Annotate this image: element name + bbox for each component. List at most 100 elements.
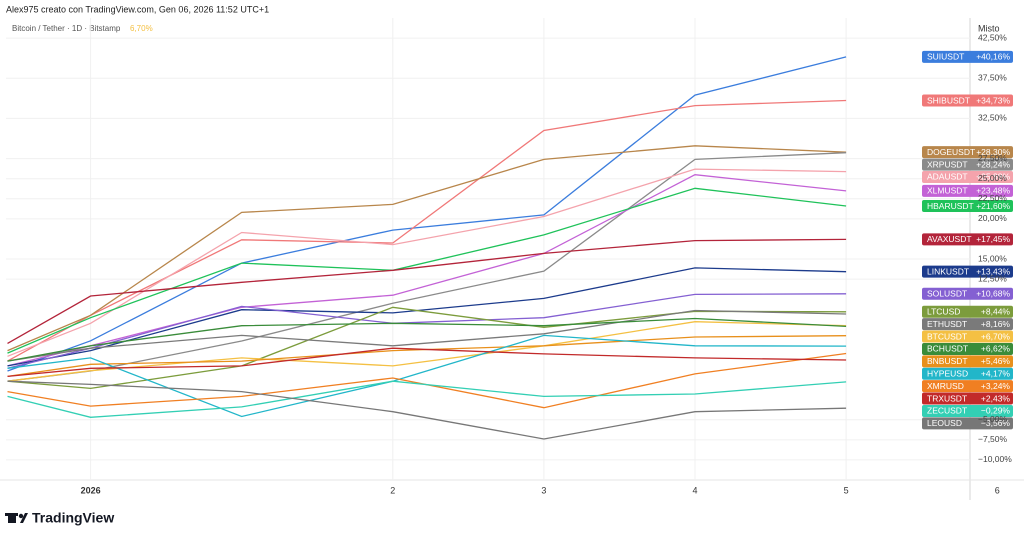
brand: TradingView — [32, 510, 114, 526]
badge — [922, 170, 1013, 183]
y-tick-label: 32,50% — [978, 113, 1007, 123]
series-line — [7, 321, 847, 382]
badge — [922, 200, 1013, 213]
series-line — [7, 317, 847, 362]
badge — [922, 233, 1013, 246]
x-tick-label: 2026 — [81, 485, 101, 495]
badge-name: SHIBUSDT — [927, 95, 970, 105]
series-line — [7, 309, 847, 362]
badge-value: +34,73% — [976, 95, 1010, 105]
badge — [922, 265, 1013, 278]
series-line — [7, 187, 847, 354]
logo — [5, 513, 28, 523]
y-tick-label: 20,00% — [978, 213, 1007, 223]
badge — [922, 158, 1013, 171]
badge-value: +8,44% — [981, 307, 1011, 317]
badge-name: HBARUSDT — [927, 201, 974, 211]
badge — [922, 417, 1013, 430]
badge-value: +23,48% — [976, 186, 1010, 196]
series-line — [7, 334, 847, 418]
series-line — [7, 267, 847, 367]
badge — [922, 342, 1013, 355]
badge-value: +25,88% — [976, 172, 1010, 182]
series-line — [7, 56, 847, 372]
badge — [922, 355, 1013, 368]
badge-value: +13,43% — [976, 266, 1010, 276]
y-tick-label: −5,00% — [978, 414, 1008, 424]
badge-value: +2,43% — [981, 393, 1011, 403]
badge-name: ETHUSDT — [927, 319, 967, 329]
badge-name: AVAXUSDT — [927, 234, 972, 244]
series-line — [7, 306, 847, 390]
y-tick-label: 42,50% — [978, 32, 1007, 42]
series-line — [7, 145, 847, 352]
series-line — [7, 293, 847, 369]
y-axis-label: Misto — [978, 23, 1000, 33]
y-tick-label: −10,00% — [978, 454, 1012, 464]
y-tick-label: 37,50% — [978, 73, 1007, 83]
badge-name: LTCUSD — [927, 307, 960, 317]
plot-area — [6, 18, 970, 480]
badge — [922, 380, 1013, 393]
badge — [922, 184, 1013, 197]
badge-name: LINKUSDT — [927, 266, 969, 276]
badge-name: BTCUSDT — [927, 331, 967, 341]
badge — [922, 94, 1013, 107]
series-line — [7, 380, 847, 418]
y-tick-label: 15,00% — [978, 253, 1007, 263]
badges: SUIUSDT +40,16% SHIBUSDT +34,73% DOGEUSDT +28… — [922, 50, 1013, 430]
badge-value: +40,16% — [976, 52, 1010, 62]
badge-name: XLMUSDT — [927, 186, 968, 196]
badge — [922, 330, 1013, 343]
badge-value: +28,24% — [976, 159, 1010, 169]
y-tick-label: −7,50% — [978, 434, 1008, 444]
y-tick-label: 25,00% — [978, 173, 1007, 183]
badge-name: DOGEUSDT — [927, 147, 975, 157]
badge — [922, 146, 1013, 159]
badge — [922, 287, 1013, 300]
badge-value: +4,17% — [981, 369, 1011, 379]
series-line — [7, 380, 847, 440]
badge-value: +8,16% — [981, 319, 1011, 329]
x-tick-label: 4 — [692, 485, 697, 495]
badge — [922, 305, 1013, 318]
badge-name: ZECUSDT — [927, 406, 967, 416]
series-line — [7, 238, 847, 344]
badge-name: XMRUSD — [927, 381, 964, 391]
badge-name: BCHUSDT — [927, 344, 968, 354]
x-tick-label: 3 — [541, 485, 546, 495]
badge-name: ADAUSDT — [927, 172, 968, 182]
badge-value: +6,62% — [981, 344, 1011, 354]
badge-name: TRXUSDT — [927, 393, 967, 403]
symbol-change: 6,70% — [130, 24, 153, 33]
badge-name: BNBUSDT — [927, 356, 968, 366]
series-line — [7, 352, 847, 409]
badge-value: +21,60% — [976, 201, 1010, 211]
series-line — [7, 347, 847, 378]
y-tick-label: 22,50% — [978, 193, 1007, 203]
x-tick-label: 6 — [995, 485, 1000, 495]
badge — [922, 404, 1013, 417]
badge-name: HYPEUSD — [927, 369, 968, 379]
badge-value: +6,70% — [981, 331, 1011, 341]
header: Alex975 creato con TradingView.com, Gen … — [6, 4, 269, 14]
badge-value: +17,45% — [976, 234, 1010, 244]
badge-value: −0,29% — [981, 406, 1011, 416]
badge-value: +3,24% — [981, 381, 1011, 391]
badge-name: XRPUSDT — [927, 159, 968, 169]
symbol: Bitcoin / Tether · 1D · Bitstamp — [12, 24, 121, 33]
badge-name: SUIUSDT — [927, 52, 964, 62]
series-line — [7, 335, 847, 378]
badge-value: −3,56% — [981, 418, 1011, 428]
badge-name: LEOUSD — [927, 418, 962, 428]
y-tick-label: 27,50% — [978, 153, 1007, 163]
x-tick-label: 5 — [844, 485, 849, 495]
series-line — [7, 168, 847, 357]
badge-value: +10,68% — [976, 289, 1010, 299]
badge — [922, 367, 1013, 380]
badge-value: +5,46% — [981, 356, 1011, 366]
badge — [922, 318, 1013, 331]
x-tick-label: 2 — [390, 485, 395, 495]
badge-name: SOLUSDT — [927, 289, 967, 299]
